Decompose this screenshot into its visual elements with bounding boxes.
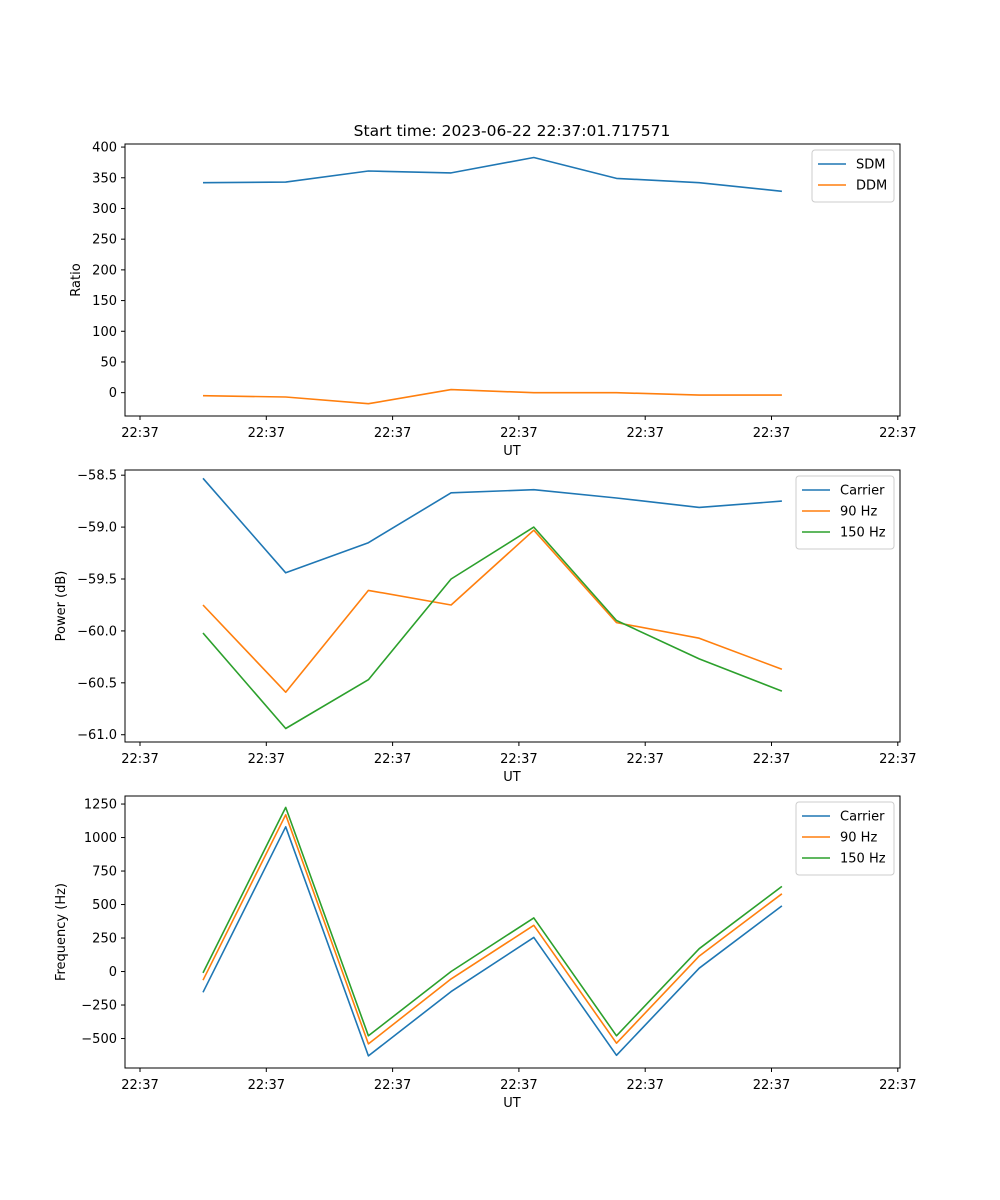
plot-frame [124,795,901,1069]
x-tick-label: 22:37 [500,426,537,441]
x-tick-label: 22:37 [753,426,790,441]
x-tick-label: 22:37 [500,1078,537,1093]
x-tick-label: 22:37 [121,752,158,767]
y-tick-label: −250 [81,999,117,1014]
y-tick-label: −59.0 [77,521,117,536]
series-line-90-hz [202,813,783,1045]
y-axis-label: Frequency (Hz) [54,883,69,981]
x-tick-label: 22:37 [374,1078,411,1093]
plot-frame [124,143,901,417]
x-tick-label: 22:37 [248,426,285,441]
x-tick-label: 22:37 [121,1078,158,1093]
y-tick-label: −60.0 [77,624,117,639]
x-tick-label: 22:37 [374,752,411,767]
y-tick-label: 400 [92,141,117,156]
y-tick-label: 0 [109,965,117,980]
y-tick-label: 100 [92,325,117,340]
legend-label: Carrier [840,810,885,825]
series-line-sdm [202,156,782,193]
legend-label: DDM [856,179,887,194]
y-tick-label: 500 [92,898,117,913]
legend: Carrier 90 Hz 150 Hz [795,801,895,876]
y-tick-label: 0 [109,386,117,401]
figure-title: Start time: 2023-06-22 22:37:01.717571 [354,122,671,140]
x-tick-label: 22:37 [121,426,158,441]
legend: SDM DDM [811,149,895,203]
legend-box [811,149,895,203]
x-tick-label: 22:37 [626,1078,663,1093]
y-tick-label: 350 [92,171,117,186]
x-tick-label: 22:37 [248,1078,285,1093]
series-line-150-hz [202,526,783,730]
y-axis-label: Power (dB) [54,571,69,642]
x-tick-label: 22:37 [879,426,916,441]
x-tick-label: 22:37 [753,752,790,767]
x-tick-label: 22:37 [879,752,916,767]
legend-label: SDM [856,158,885,173]
x-axis-label: UT [503,1096,521,1111]
x-tick-label: 22:37 [500,752,537,767]
legend-label: 90 Hz [840,505,877,520]
y-axis-label: Ratio [69,263,84,296]
y-tick-label: 50 [100,355,117,370]
x-axis-label: UT [503,444,521,459]
y-tick-label: −60.5 [77,676,117,691]
y-tick-label: 250 [92,233,117,248]
y-tick-label: 1000 [84,831,117,846]
chart-panel-1: 0 50 100 150 200 250 300 350 400 22:37 22:37 22:37 2… [69,141,917,459]
y-tick-label: 750 [92,865,117,880]
legend-label: Carrier [840,484,885,499]
chart-panel-2: −61.0 −60.5 −60.0 −59.5 −59.0 −58.5 22:37 22:37… [54,469,917,785]
x-tick-label: 22:37 [626,752,663,767]
x-axis-label: UT [503,770,521,785]
legend-label: 150 Hz [840,852,886,867]
series-line-carrier [202,477,782,574]
series-line-150-hz [202,806,783,1037]
x-tick-label: 22:37 [879,1078,916,1093]
chart-panel-3: −500 −250 0 250 500 750 1000 1250 22:37 22:37 22:3… [54,795,917,1111]
x-tick-label: 22:37 [248,752,285,767]
legend-label: 150 Hz [840,526,886,541]
y-tick-label: 250 [92,932,117,947]
y-tick-label: 200 [92,263,117,278]
plot-frame [124,469,901,743]
y-tick-label: −61.0 [77,728,117,743]
legend-box [795,801,895,876]
y-tick-label: −59.5 [77,573,117,588]
y-tick-label: 300 [92,202,117,217]
legend-box [795,475,895,550]
y-tick-label: 150 [92,294,117,309]
x-tick-label: 22:37 [626,426,663,441]
x-tick-label: 22:37 [374,426,411,441]
y-tick-label: −500 [81,1032,117,1047]
x-tick-label: 22:37 [753,1078,790,1093]
series-line-90-hz [202,529,783,694]
legend: Carrier 90 Hz 150 Hz [795,475,895,550]
series-line-carrier [202,825,783,1057]
series-line-ddm [202,388,782,405]
legend-label: 90 Hz [840,831,877,846]
y-tick-label: 1250 [84,798,117,813]
y-tick-label: −58.5 [77,469,117,484]
